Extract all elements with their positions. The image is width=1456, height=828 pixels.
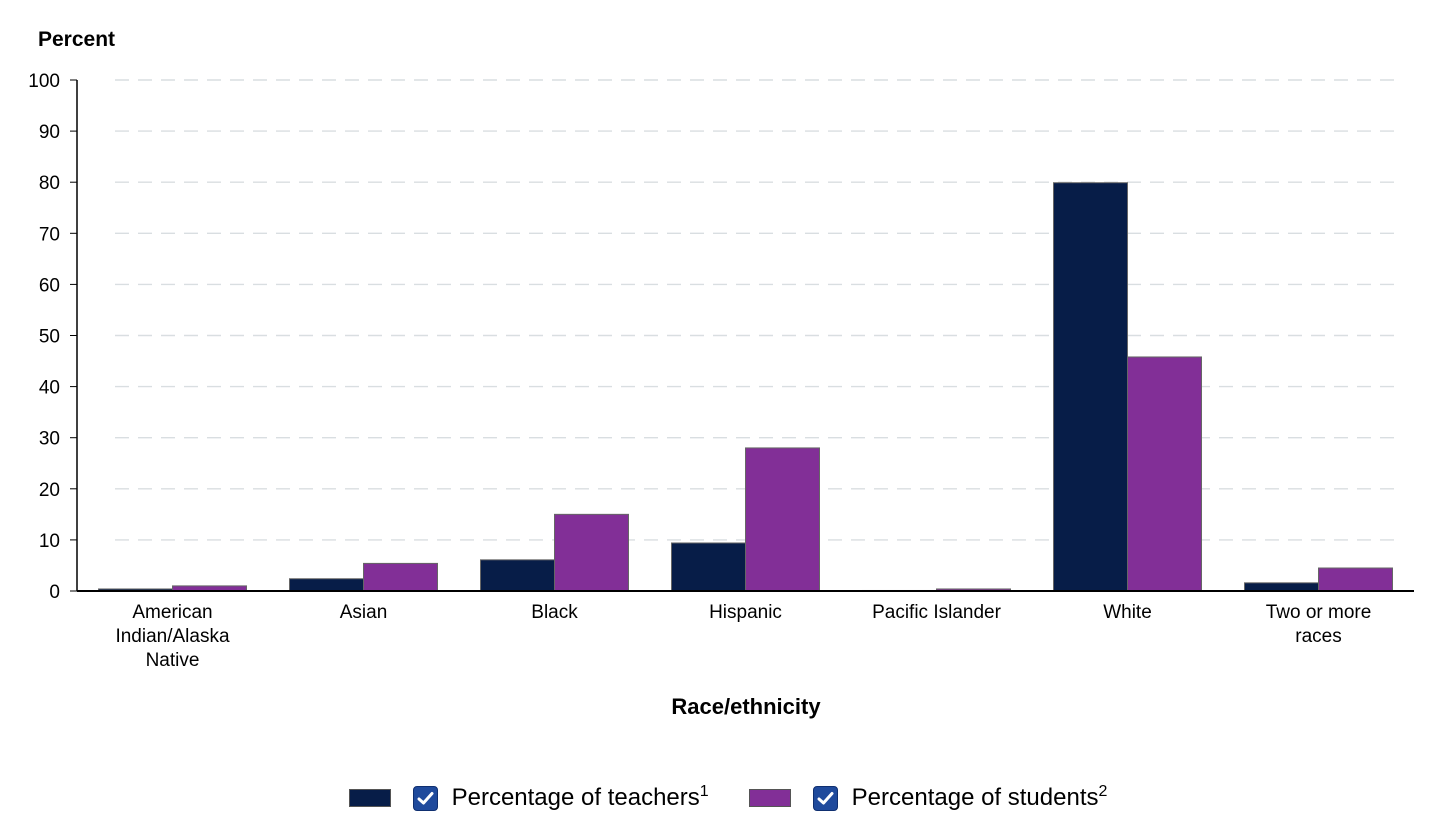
- y-tick-label: 90: [39, 122, 60, 143]
- x-axis-title: Race/ethnicity: [671, 694, 821, 719]
- bar-teachers[interactable]: [289, 578, 364, 592]
- y-tick-label: 0: [49, 582, 60, 603]
- y-tick-label: 40: [39, 378, 60, 399]
- bar-students[interactable]: [554, 513, 629, 592]
- y-tick-label: 60: [39, 275, 60, 296]
- legend-item-teachers[interactable]: Percentage of teachers1: [348, 783, 709, 812]
- legend-swatch-students: [748, 789, 791, 807]
- x-category-label: American Indian/Alaska Native: [115, 602, 230, 671]
- bar-students[interactable]: [363, 562, 438, 592]
- y-axis-title: Percent: [38, 28, 115, 51]
- y-tick-label: 50: [39, 327, 60, 348]
- bar-chart: Percent 0 10 20 30 40 50 60 70 80 90 100 American I…: [28, 28, 1414, 719]
- legend-label-students: Percentage of students2: [851, 783, 1108, 812]
- y-tick-label: 30: [39, 429, 60, 450]
- bar-teachers[interactable]: [671, 542, 746, 592]
- y-axis-ticks: 0 10 20 30 40 50 60 70 80 90 100: [28, 71, 77, 603]
- x-category-label: Black: [531, 602, 578, 623]
- y-tick-label: 20: [39, 480, 60, 501]
- legend: Percentage of teachers1 Percentage of st…: [0, 776, 1456, 820]
- legend-checkbox-teachers[interactable]: [412, 785, 438, 811]
- x-category-label: Two or more races: [1266, 602, 1372, 647]
- legend-item-students[interactable]: Percentage of students2: [748, 783, 1108, 812]
- checkmark-icon: [417, 791, 434, 804]
- x-category-label: Pacific Islander: [872, 602, 1002, 623]
- y-tick-label: 70: [39, 224, 60, 245]
- y-tick-label: 80: [39, 173, 60, 194]
- y-tick-label: 10: [39, 531, 60, 552]
- bars: [98, 182, 1393, 592]
- bar-students[interactable]: [745, 447, 820, 592]
- legend-swatch-teachers: [348, 789, 391, 807]
- legend-checkbox-students[interactable]: [812, 785, 838, 811]
- x-category-label: Asian: [340, 602, 388, 623]
- y-tick-label: 100: [28, 71, 60, 92]
- bar-teachers[interactable]: [1053, 182, 1128, 592]
- bar-teachers[interactable]: [1244, 582, 1319, 592]
- checkmark-icon: [817, 791, 834, 804]
- x-category-label: Hispanic: [709, 602, 782, 623]
- x-axis-categories: American Indian/Alaska Native Asian Black His…: [115, 602, 1371, 671]
- bar-students[interactable]: [1318, 567, 1393, 592]
- bar-teachers[interactable]: [480, 559, 555, 592]
- legend-label-teachers: Percentage of teachers1: [451, 783, 709, 812]
- x-category-label: White: [1103, 602, 1152, 623]
- bar-students[interactable]: [1127, 356, 1202, 592]
